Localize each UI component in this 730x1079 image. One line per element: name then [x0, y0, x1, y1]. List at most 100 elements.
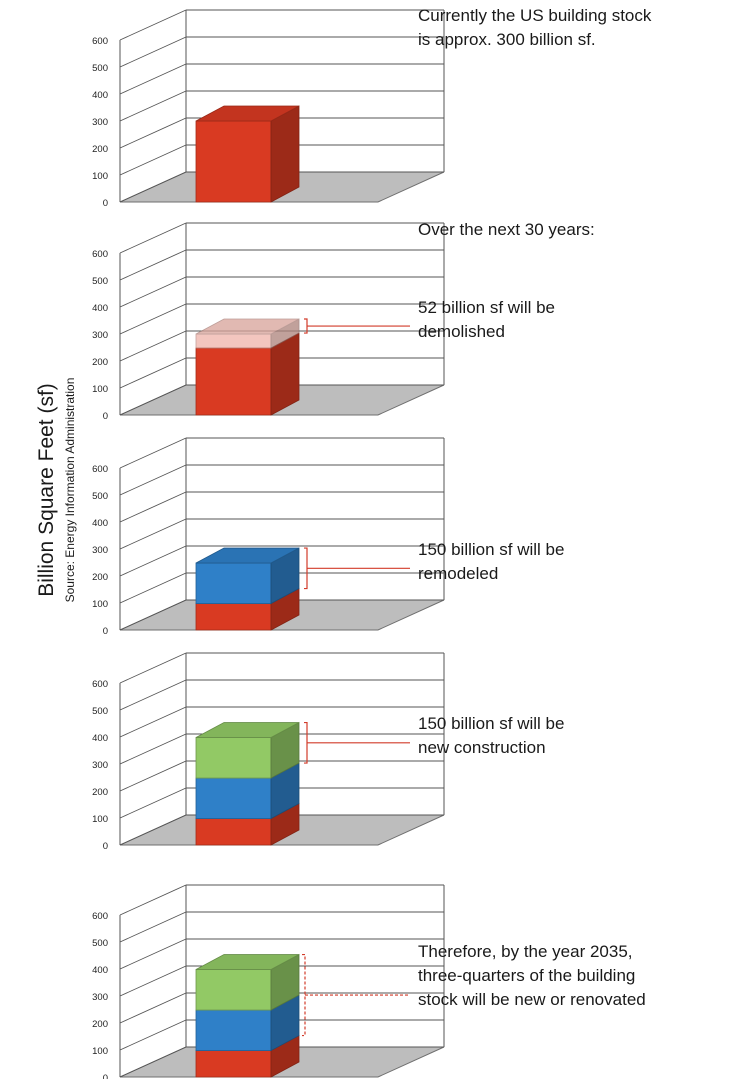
- tick-label: 0: [103, 1073, 108, 1079]
- bar-segment-existing: [195, 332, 300, 416]
- bracket: [302, 953, 306, 1037]
- tick-label: 100: [92, 814, 108, 825]
- gridline-side: [119, 9, 187, 41]
- gridline-side: [119, 938, 187, 970]
- bar-top: [195, 105, 300, 122]
- tick-label: 100: [92, 599, 108, 610]
- gridline-side: [119, 171, 187, 203]
- chart-panel-4: 0 100 200 300 400 500 600: [92, 652, 445, 852]
- tick-label: 600: [92, 36, 108, 47]
- bar-front: [195, 333, 272, 349]
- bar-top: [195, 722, 300, 738]
- tick-label: 500: [92, 63, 108, 74]
- gridline-side: [119, 384, 187, 416]
- bar-segment-existing: [195, 105, 300, 203]
- tick-label: 400: [92, 518, 108, 529]
- gridline-side: [119, 706, 187, 738]
- annotation-new-construction: 150 billion sf will be new construction: [418, 714, 565, 757]
- tick-label: 300: [92, 117, 108, 128]
- gridline-side: [119, 652, 187, 684]
- tick-label: 300: [92, 992, 108, 1003]
- bar-segment-existing: [195, 587, 300, 631]
- bar-segment-remodeled: [195, 547, 300, 605]
- bar-segment-new: [195, 953, 300, 1011]
- gridline-side: [119, 992, 187, 1024]
- gridline-side: [119, 303, 187, 335]
- annotation-remodeled: 150 billion sf will be remodeled: [418, 540, 565, 583]
- tick-label: 200: [92, 144, 108, 155]
- source-note: Source: Energy Information Administratio…: [63, 377, 77, 603]
- tick-label: 400: [92, 90, 108, 101]
- gridline-side: [119, 1019, 187, 1051]
- tick-label: 0: [103, 841, 108, 852]
- chart-panel-1: 0 100 200 300 400 500 600: [92, 9, 445, 209]
- tick-label: 500: [92, 276, 108, 287]
- tick-label: 600: [92, 679, 108, 690]
- gridline-side: [119, 464, 187, 496]
- tick-label: 500: [92, 938, 108, 949]
- tick-label: 500: [92, 491, 108, 502]
- tick-label: 400: [92, 303, 108, 314]
- annotation-next-30-years: Over the next 30 years:: [418, 220, 595, 239]
- tick-label: 300: [92, 330, 108, 341]
- gridline-side: [119, 90, 187, 122]
- bar-front: [195, 777, 272, 819]
- tick-label: 600: [92, 911, 108, 922]
- gridline-side: [119, 814, 187, 846]
- gridline-side: [119, 222, 187, 254]
- bracket: [304, 547, 308, 590]
- gridline-side: [119, 117, 187, 149]
- bar-front: [195, 1009, 272, 1051]
- gridline-side: [119, 249, 187, 281]
- gridline-side: [119, 679, 187, 711]
- chart-panel-2: 0 100 200 300 400 500 600: [92, 222, 445, 422]
- tick-label: 300: [92, 545, 108, 556]
- tick-label: 200: [92, 1019, 108, 1030]
- gridline-side: [119, 911, 187, 943]
- gridline-side: [119, 144, 187, 176]
- bar-front: [195, 737, 272, 779]
- gridline-side: [119, 760, 187, 792]
- tick-label: 400: [92, 733, 108, 744]
- bar-top: [195, 547, 300, 564]
- bar-front: [195, 1050, 272, 1078]
- annotation-current-stock: Currently the US building stock is appro…: [418, 6, 652, 49]
- gridline-side: [119, 884, 187, 916]
- bar-front: [195, 347, 272, 416]
- bar-top: [195, 318, 300, 335]
- gridline-side: [119, 965, 187, 997]
- bar-segment-existing: [195, 802, 300, 846]
- bar-segment-remodeled: [195, 762, 300, 820]
- gridline-side: [119, 357, 187, 389]
- tick-label: 400: [92, 965, 108, 976]
- tick-label: 200: [92, 787, 108, 798]
- gridline-side: [119, 1046, 187, 1078]
- gridline-side: [119, 733, 187, 765]
- gridline-side: [119, 518, 187, 550]
- bar-segment-new: [195, 721, 300, 779]
- gridline-side: [119, 787, 187, 819]
- gridline-side: [119, 437, 187, 469]
- bar-front: [195, 603, 272, 631]
- bar-segment-demolished: [195, 318, 300, 349]
- tick-label: 600: [92, 249, 108, 260]
- tick-label: 200: [92, 572, 108, 583]
- tick-label: 100: [92, 384, 108, 395]
- tick-label: 0: [103, 198, 108, 209]
- bar-front: [195, 120, 272, 203]
- bar-front: [195, 562, 272, 604]
- bar-top: [195, 954, 300, 970]
- y-axis-label: Billion Square Feet (sf): [35, 383, 58, 597]
- tick-label: 600: [92, 464, 108, 475]
- bar-front: [195, 969, 272, 1011]
- gridline-side: [119, 330, 187, 362]
- chart-panel-3: 0 100 200 300 400 500 600: [92, 437, 445, 637]
- bracket: [304, 721, 308, 764]
- annotation-demolished: 52 billion sf will be demolished: [418, 298, 556, 341]
- tick-label: 0: [103, 626, 108, 637]
- bar-side: [270, 105, 300, 203]
- gridline-side: [119, 599, 187, 631]
- bar-front: [195, 818, 272, 846]
- tick-label: 300: [92, 760, 108, 771]
